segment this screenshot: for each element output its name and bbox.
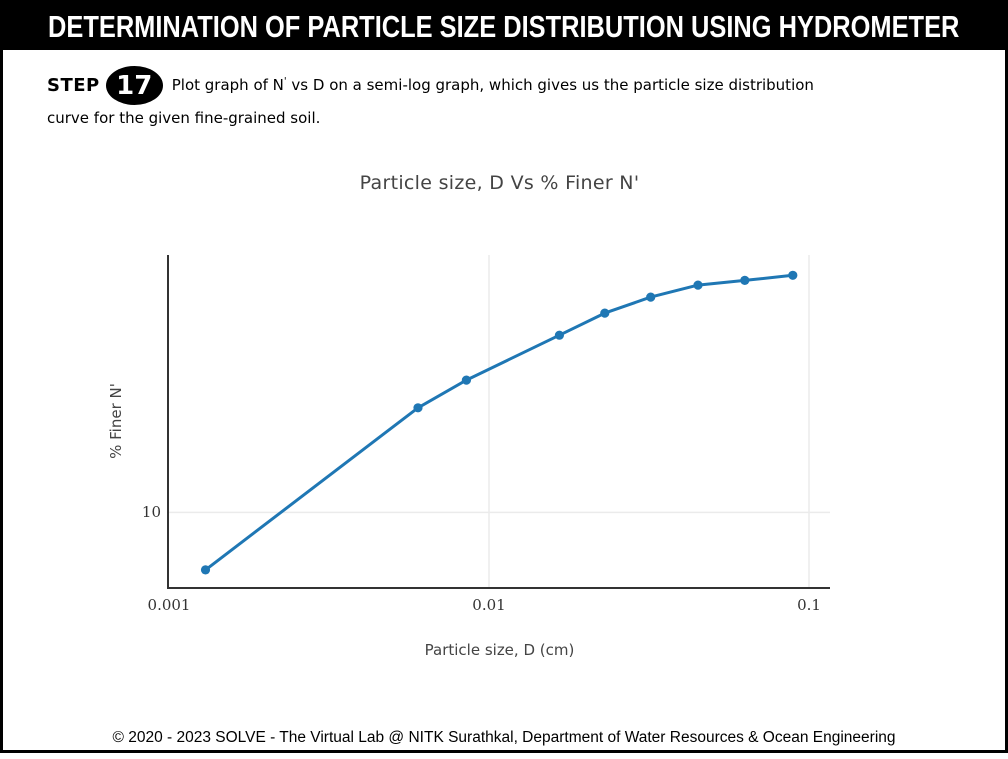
data-point[interactable]	[646, 292, 656, 302]
step-number-badge: 17	[105, 66, 163, 105]
n-prime-superscript: '	[283, 76, 287, 87]
step-text-part1: Plot graph of N	[171, 76, 284, 94]
step-number: 17	[116, 70, 153, 101]
footer-text: © 2020 - 2023 SOLVE - The Virtual Lab @ …	[112, 729, 896, 746]
step-text-part2: vs D on a semi-log graph, which gives us…	[286, 76, 814, 94]
data-point[interactable]	[461, 375, 471, 385]
step-label: STEP	[47, 75, 100, 96]
data-point[interactable]	[788, 270, 798, 280]
data-point[interactable]	[740, 275, 750, 285]
chart-plot-area[interactable]	[3, 3, 1008, 756]
data-point[interactable]	[413, 403, 423, 413]
step-text: Plot graph of N' vs D on a semi-log grap…	[47, 76, 814, 127]
series-line	[204, 273, 795, 572]
data-point[interactable]	[200, 565, 211, 575]
data-point[interactable]	[554, 330, 565, 340]
step-text-line2: curve for the given fine-grained soil.	[47, 109, 321, 127]
data-point[interactable]	[693, 280, 703, 290]
step-section: STEP 17 Plot graph of N' vs D on a semi-lo…	[47, 66, 959, 132]
header-bar: DETERMINATION OF PARTICLE SIZE DISTRIBUT…	[3, 3, 1005, 50]
particle-size-chart: Particle size, D Vs % Finer N' % Finer N…	[3, 3, 1008, 756]
data-point[interactable]	[600, 308, 610, 318]
page-title: DETERMINATION OF PARTICLE SIZE DISTRIBUT…	[48, 8, 960, 44]
